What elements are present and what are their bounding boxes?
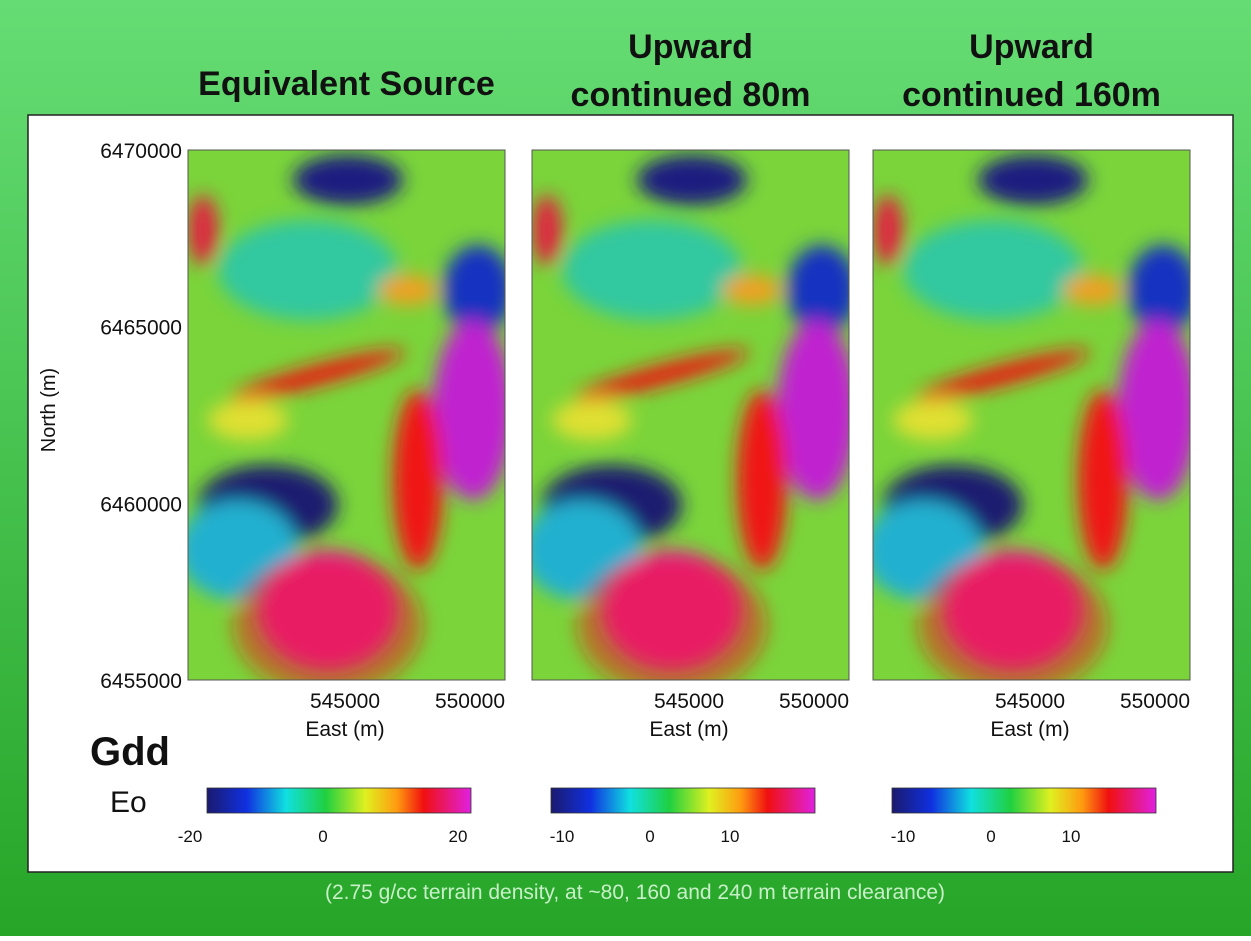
map-image (178, 150, 513, 695)
map-field (178, 150, 513, 695)
x-tick-label: 550000 (1120, 690, 1190, 713)
x-axis-label: East (m) (305, 718, 384, 741)
map-image (522, 150, 857, 695)
colorbar-tick-label: 0 (645, 827, 654, 846)
x-axis-label: East (m) (649, 718, 728, 741)
legend-title: Gdd (90, 730, 170, 774)
colorbar-tick-label: -10 (550, 827, 575, 846)
y-tick-label: 6470000 (100, 140, 182, 163)
colorbar-tick-label: 10 (721, 827, 740, 846)
x-tick-label: 550000 (435, 690, 505, 713)
x-tick-label: 550000 (779, 690, 849, 713)
colorbar (550, 787, 816, 814)
x-tick-label: 545000 (310, 690, 380, 713)
colorbar-tick-label: 10 (1062, 827, 1081, 846)
map-border (187, 149, 506, 681)
colorbar (206, 787, 472, 814)
colorbar-tick-label: 0 (986, 827, 995, 846)
x-tick-label: 545000 (654, 690, 724, 713)
colorbar-tick-label: -10 (891, 827, 916, 846)
y-tick-label: 6460000 (100, 493, 182, 516)
panel-title: continued 160m (902, 76, 1161, 114)
colorbar (891, 787, 1157, 814)
x-axis-label: East (m) (990, 718, 1069, 741)
map-image (863, 150, 1198, 695)
footer: (2.75 g/cc terrain density, at ~80, 160 … (325, 881, 945, 904)
panel-title: continued 80m (571, 76, 811, 114)
panel-title: Upward (969, 28, 1094, 66)
y-tick-label: 6465000 (100, 317, 182, 340)
y-tick-label: 6455000 (100, 670, 182, 693)
colorbar-tick-label: 20 (449, 827, 468, 846)
legend-subtitle: Eo (110, 786, 147, 819)
y-axis-label: North (m) (38, 368, 60, 452)
panel-title: Upward (628, 28, 753, 66)
panel-title: Equivalent Source (198, 65, 495, 103)
colorbar-tick-label: 0 (318, 827, 327, 846)
map-field (863, 150, 1198, 695)
x-tick-label: 545000 (995, 690, 1065, 713)
map-field (522, 150, 857, 695)
map-border (872, 149, 1191, 681)
colorbar-tick-label: -20 (178, 827, 203, 846)
map-border (531, 149, 850, 681)
